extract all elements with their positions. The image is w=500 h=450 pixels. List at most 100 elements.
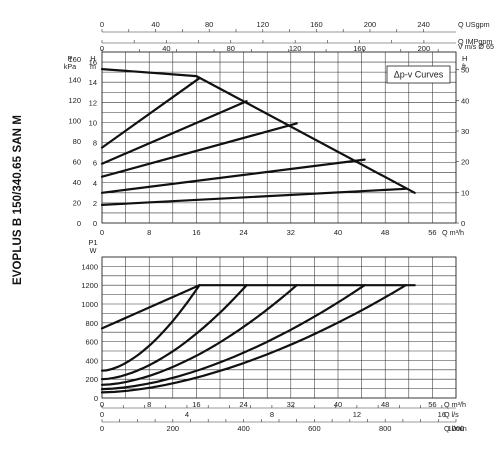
head-axis-unit: m xyxy=(90,62,96,71)
impgpm-axis-label: Q IMPgpm xyxy=(458,37,492,46)
flow-lmin-tick-label: 0 xyxy=(100,424,104,433)
power-tick-label: 600 xyxy=(85,338,98,347)
flow-ls-tick-label: 8 xyxy=(270,410,274,419)
usgpm-tick-label: 0 xyxy=(100,20,104,29)
power-chart-grid xyxy=(101,256,457,399)
head-curve xyxy=(100,100,248,165)
flow-ls-tick-label: 0 xyxy=(100,410,104,419)
pressure-axis-label: P xyxy=(67,54,72,63)
power-curve xyxy=(100,284,407,394)
usgpm-tick-label: 240 xyxy=(417,20,430,29)
power-axis-label: P1 xyxy=(88,238,97,247)
head-tick-label: 14 xyxy=(89,78,97,87)
plot-frame xyxy=(101,51,457,224)
flow-lmin-tick-label: 200 xyxy=(167,424,180,433)
head-ft-tick-label: 40 xyxy=(461,96,469,105)
flow-lmin-tick-label: 600 xyxy=(308,424,321,433)
usgpm-tick-label: 80 xyxy=(205,20,213,29)
pressure-tick-label: 100 xyxy=(68,116,81,125)
power-tick-label: 1000 xyxy=(81,300,98,309)
flow-tick-label: 24 xyxy=(239,228,247,237)
flow-ls-tick-label: 4 xyxy=(185,410,189,419)
pressure-axis-unit: kPa xyxy=(64,62,76,71)
power-tick-label: 200 xyxy=(85,375,98,384)
power-curve xyxy=(100,284,248,381)
flow-m3h-axis-label: Q m³/h xyxy=(444,400,466,409)
flow-m3h-tick-label: 24 xyxy=(239,400,247,409)
power-curve xyxy=(100,284,366,391)
head-ft-tick-label: 50 xyxy=(461,66,469,75)
head-tick-label: 4 xyxy=(93,179,97,188)
flow-tick-label: 0 xyxy=(100,228,104,237)
flow-m3h-tick-label: 40 xyxy=(334,400,342,409)
head-ft-tick-label: 20 xyxy=(461,158,469,167)
velocity-axis-label: V m/s Ø 65 xyxy=(458,42,494,51)
pressure-tick-label: 160 xyxy=(68,55,81,64)
legend: Δp-v Curves xyxy=(386,65,451,84)
power-curve xyxy=(100,284,201,372)
pressure-tick-label: 80 xyxy=(73,137,81,146)
pressure-tick-label: 60 xyxy=(73,157,81,166)
flow-m3h-tick-label: 48 xyxy=(381,400,389,409)
head-ft-tick-label: 10 xyxy=(461,188,469,197)
head-curve xyxy=(100,187,407,206)
head-ft-tick-label: 30 xyxy=(461,127,469,136)
power-curve xyxy=(100,284,201,330)
head-tick-label: 12 xyxy=(89,98,97,107)
flow-ls-tick-label: 12 xyxy=(353,410,361,419)
head-ft-axis-label: H xyxy=(462,54,467,63)
pressure-tick-label: 40 xyxy=(73,178,81,187)
impgpm-tick-label: 40 xyxy=(162,44,170,53)
head-axis-label: H xyxy=(90,54,95,63)
head-tick-label: 6 xyxy=(93,159,97,168)
flow-m3h-tick-label: 0 xyxy=(100,400,104,409)
flow-tick-label: 32 xyxy=(287,228,295,237)
usgpm-tick-label: 40 xyxy=(151,20,159,29)
head-curve xyxy=(100,122,298,178)
impgpm-tick-label: 0 xyxy=(100,44,104,53)
head-tick-label: 8 xyxy=(93,139,97,148)
head-curve xyxy=(100,68,416,194)
usgpm-tick-label: 120 xyxy=(257,20,270,29)
power-chart-curves xyxy=(100,284,416,394)
head-ft-tick-label: 0 xyxy=(461,219,465,228)
flow-ls-tick-label: 16 xyxy=(438,410,446,419)
head-tick-label: 10 xyxy=(89,118,97,127)
flow-tick-label: 40 xyxy=(334,228,342,237)
flow-lmin-tick-label: 800 xyxy=(379,424,392,433)
flow-tick-label: 48 xyxy=(381,228,389,237)
flow-tick-label: 56 xyxy=(428,228,436,237)
impgpm-tick-label: 80 xyxy=(227,44,235,53)
power-tick-label: 0 xyxy=(94,394,98,403)
power-tick-label: 1200 xyxy=(81,281,98,290)
power-tick-label: 1400 xyxy=(81,262,98,271)
flow-m3h-tick-label: 56 xyxy=(428,400,436,409)
pressure-tick-label: 0 xyxy=(77,219,81,228)
head-tick-label: 16 xyxy=(89,58,97,67)
flow-m3h-tick-label: 32 xyxy=(287,400,295,409)
impgpm-tick-label: 200 xyxy=(418,44,431,53)
head-tick-label: 0 xyxy=(93,219,97,228)
head-tick-label: 2 xyxy=(93,199,97,208)
flow-m3h-tick-label: 16 xyxy=(192,400,200,409)
power-axis-unit: W xyxy=(90,246,97,255)
flow-axis-label: Q m³/h xyxy=(442,228,464,237)
pressure-tick-label: 120 xyxy=(68,96,81,105)
flow-lmin-tick-label: 400 xyxy=(237,424,250,433)
head-curve xyxy=(100,158,366,194)
head-curve xyxy=(100,77,201,149)
head-ft-axis-unit: ft xyxy=(462,62,466,71)
legend-label: Δp-v Curves xyxy=(394,70,444,80)
pressure-tick-label: 20 xyxy=(73,198,81,207)
usgpm-tick-label: 200 xyxy=(364,20,377,29)
power-curve xyxy=(100,284,298,386)
plot-frame xyxy=(101,256,457,399)
flow-lmin-tick-label: 1000 xyxy=(448,424,465,433)
pressure-tick-label: 140 xyxy=(68,75,81,84)
power-tick-label: 800 xyxy=(85,319,98,328)
power-tick-label: 400 xyxy=(85,356,98,365)
flow-ls-axis-label: Q l/s xyxy=(444,410,459,419)
